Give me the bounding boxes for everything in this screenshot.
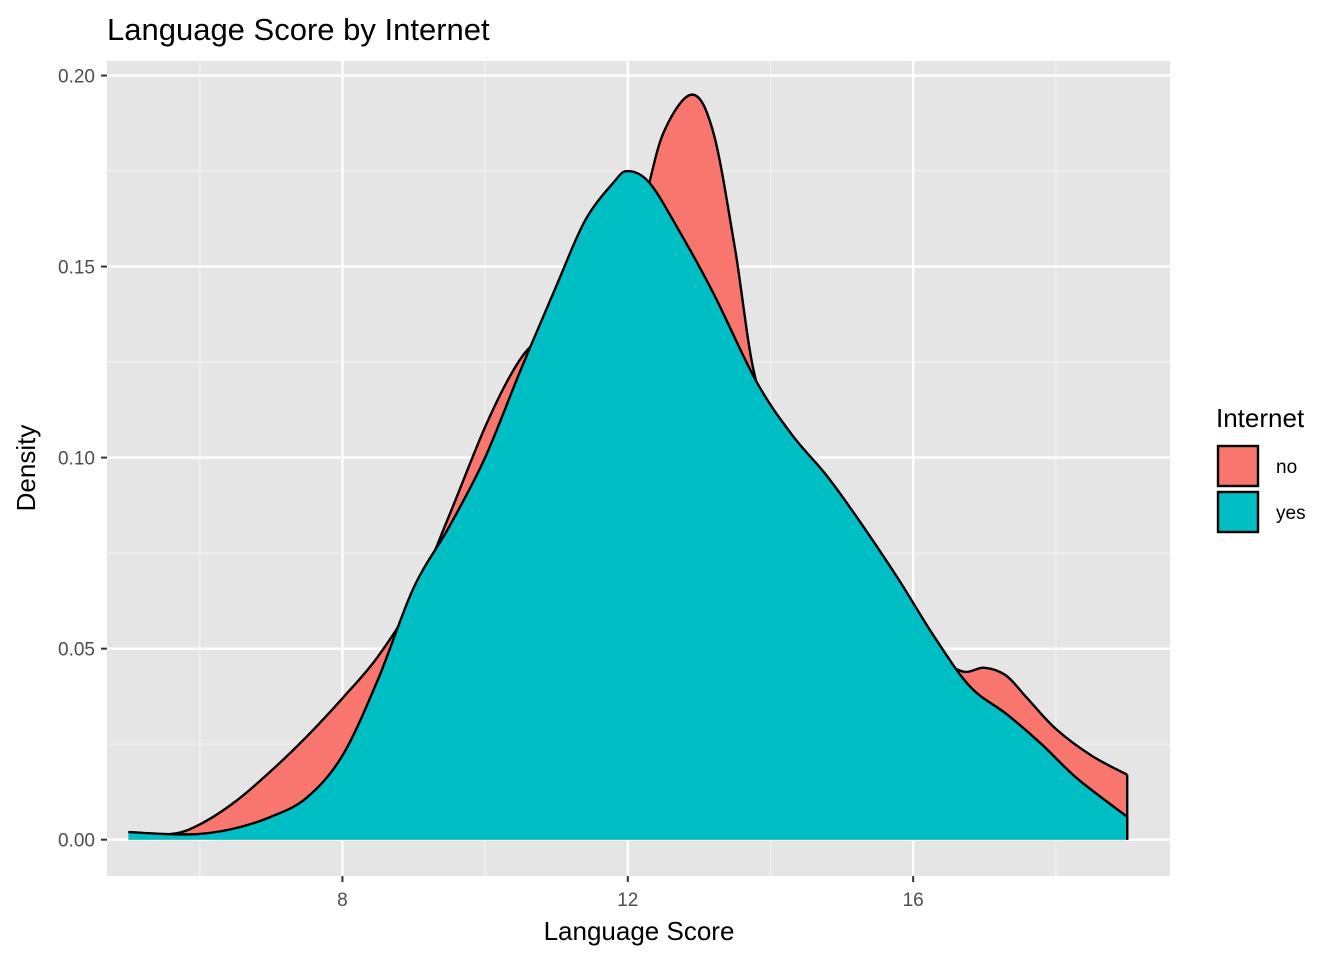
legend-key-yes (1216, 490, 1260, 534)
density-outline-yes (128, 169, 1128, 836)
x-tick-label: 12 (617, 890, 638, 911)
y-tick-label: 0.00 (58, 831, 95, 852)
x-tick-label: 8 (337, 890, 348, 911)
legend-title: Internet (1216, 403, 1305, 433)
y-axis-title: Density (11, 425, 41, 512)
legend-key-no (1216, 444, 1260, 488)
y-tick-label: 0.20 (58, 67, 95, 88)
x-axis-title: Language Score (544, 916, 735, 946)
density-areas (128, 93, 1129, 840)
legend-entries: no yes (1216, 444, 1306, 534)
legend-label-no: no (1276, 457, 1297, 478)
y-axis: 0.00 0.05 0.10 0.15 0.20 (58, 67, 107, 852)
y-tick-label: 0.10 (58, 449, 95, 470)
legend: Internet no yes (1216, 403, 1306, 534)
chart-title: Language Score by Internet (107, 12, 490, 47)
legend-label-yes: yes (1276, 503, 1306, 524)
y-tick-label: 0.05 (58, 640, 95, 661)
x-axis: 8 12 16 (337, 876, 924, 911)
y-tick-label: 0.15 (58, 258, 95, 279)
density-outline-no (128, 93, 1128, 836)
density-area-yes (128, 171, 1128, 840)
x-tick-label: 16 (903, 890, 924, 911)
